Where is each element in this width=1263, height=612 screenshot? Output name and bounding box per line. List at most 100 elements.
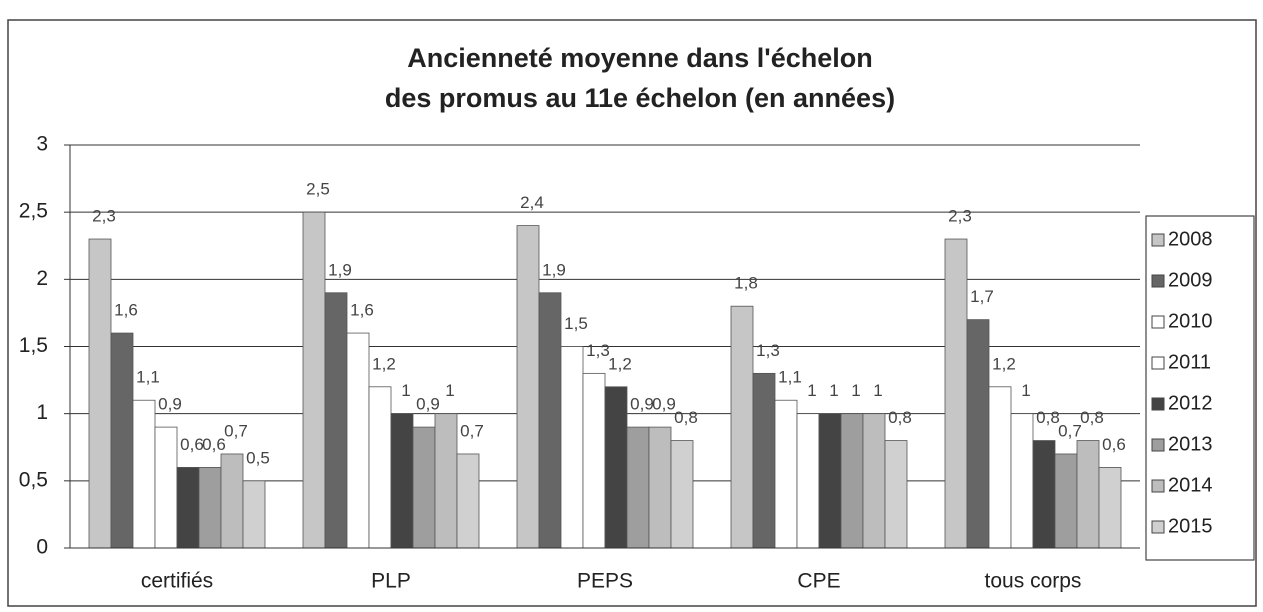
value-label: 0,6 [202,435,226,454]
bar [88,238,112,549]
value-label: 1,9 [542,260,566,279]
bar [670,440,694,549]
value-label: 0,8 [888,408,912,427]
value-label: 1 [873,381,882,400]
legend-label: 2011 [1168,351,1211,373]
legend-label: 2013 [1168,433,1213,455]
legend-swatch [1151,520,1165,534]
bar [1098,466,1122,549]
bar [730,305,754,549]
legend-swatch [1151,233,1165,247]
value-label: 1,8 [734,274,758,293]
value-label: 1,7 [970,287,994,306]
bar [626,426,650,549]
y-tick-label: 0,5 [19,468,48,491]
legend-label: 2014 [1168,474,1213,496]
bar [132,399,156,549]
legend-label: 2010 [1168,310,1213,332]
legend-swatch [1151,479,1165,493]
bar [774,399,798,549]
legend-label: 2015 [1168,515,1213,537]
bar [456,453,480,549]
legend-label: 2009 [1168,269,1213,291]
bar [884,440,908,549]
bar [220,453,244,549]
value-label: 1,3 [756,341,780,360]
value-label: 1,6 [350,301,374,320]
bar [198,466,222,549]
value-label: 1 [401,381,410,400]
bar [1010,413,1034,549]
bar [516,225,540,549]
legend-swatch [1151,397,1165,411]
value-label: 0,7 [460,421,484,440]
bar [412,426,436,549]
bar [944,238,968,549]
y-tick-label: 2,5 [19,200,48,223]
bar [648,426,672,549]
bar [1054,453,1078,549]
bar [538,292,562,549]
bar [242,480,266,549]
legend-swatch [1151,274,1165,288]
y-tick-label: 1 [36,401,48,424]
chart-title: des promus au 11e échelon (en années) [385,83,895,113]
bar [560,346,584,549]
bar [434,413,458,549]
y-tick-label: 2 [36,267,48,290]
chart-title: Ancienneté moyenne dans l'échelon [407,43,873,73]
x-tick-label: CPE [797,570,840,593]
bar [368,386,392,549]
bar [818,413,842,549]
bar [110,332,134,549]
legend-label: 2012 [1168,392,1213,414]
bar [154,426,178,549]
value-label: 1,2 [372,354,396,373]
value-label: 0,9 [158,395,182,414]
legend-frame [1145,215,1255,561]
bar [796,413,820,549]
value-label: 0,8 [1080,408,1104,427]
value-label: 1,2 [992,354,1016,373]
value-label: 1,1 [136,368,160,387]
value-label: 1,6 [114,301,138,320]
value-label: 0,8 [674,408,698,427]
bar [988,386,1012,549]
bar [176,466,200,549]
value-label: 1 [807,381,816,400]
value-label: 2,3 [92,207,116,226]
bar [752,372,776,549]
bar [1032,440,1056,549]
y-tick-label: 0 [36,536,48,559]
value-label: 1,2 [608,354,632,373]
value-label: 0,9 [652,395,676,414]
value-label: 0,7 [224,421,248,440]
x-tick-label: PEPS [577,570,633,593]
legend-swatch [1151,315,1165,329]
value-label: 0,9 [630,395,654,414]
value-label: 1 [445,381,454,400]
bar [862,413,886,549]
legend-swatch [1151,356,1165,370]
value-label: 0,8 [1036,408,1060,427]
value-label: 1 [829,381,838,400]
bar [346,332,370,549]
value-label: 2,4 [520,193,544,212]
value-label: 0,6 [180,435,204,454]
bar [840,413,864,549]
bar [1076,440,1100,549]
bar [604,386,628,549]
bar [324,292,348,549]
y-tick-label: 1,5 [19,334,48,357]
value-label: 1 [1021,381,1030,400]
value-label: 0,7 [1058,421,1082,440]
value-label: 2,5 [306,180,330,199]
value-label: 0,5 [246,448,270,467]
legend-swatch [1151,438,1165,452]
y-tick-label: 3 [36,133,48,156]
value-label: 1,9 [328,260,352,279]
bar [966,319,990,549]
value-label: 0,6 [1102,435,1126,454]
value-label: 1,3 [586,341,610,360]
